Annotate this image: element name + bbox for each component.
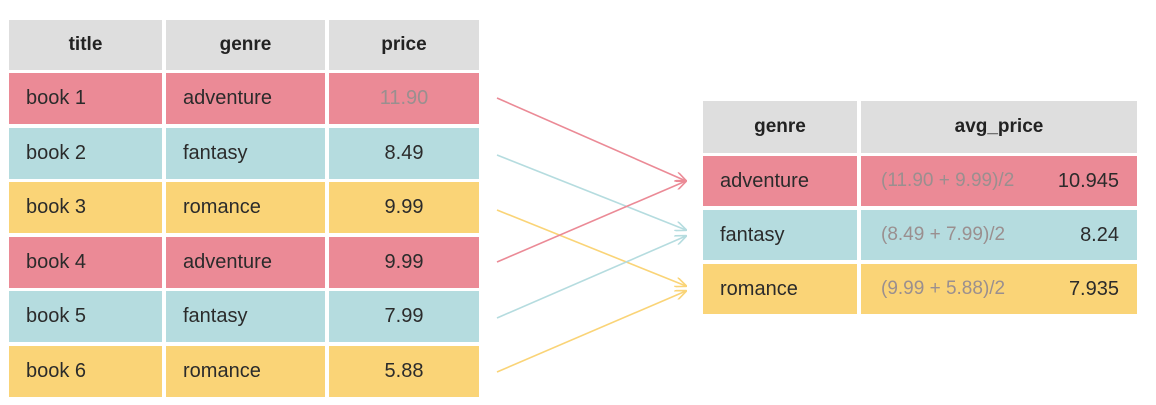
source-cell-price: 5.88: [329, 346, 479, 397]
arrow-book4-adventure: [496, 181, 686, 263]
arrow-book5-fantasy: [496, 236, 686, 319]
header-title: title: [9, 20, 162, 70]
header-price: price: [329, 20, 479, 70]
header-avg-price: avg_price: [861, 101, 1137, 153]
result-cell-genre: romance: [703, 264, 857, 314]
result-cell-genre: fantasy: [703, 210, 857, 260]
source-cell-title: book 4: [9, 237, 162, 288]
avg-expression: (8.49 + 7.99)/2: [881, 224, 1006, 245]
source-cell-genre: fantasy: [166, 291, 325, 342]
source-cell-genre: romance: [166, 182, 325, 233]
header-result-genre: genre: [703, 101, 857, 153]
avg-expression: (9.99 + 5.88)/2: [881, 278, 1006, 299]
source-cell-price: 9.99: [329, 182, 479, 233]
arrow-book1-adventure: [496, 97, 686, 181]
source-cell-title: book 1: [9, 73, 162, 124]
arrow-book2-fantasy: [496, 154, 686, 230]
source-cell-price: 11.90: [329, 73, 479, 124]
result-cell-avg-price: (8.49 + 7.99)/2 8.24: [861, 210, 1137, 260]
source-cell-price: 8.49: [329, 128, 479, 179]
arrow-book3-romance: [496, 209, 686, 286]
source-cell-title: book 2: [9, 128, 162, 179]
avg-expression: (11.90 + 9.99)/2: [881, 170, 1015, 191]
source-cell-genre: adventure: [166, 73, 325, 124]
source-cell-price: 9.99: [329, 237, 479, 288]
source-cell-title: book 5: [9, 291, 162, 342]
header-genre: genre: [166, 20, 325, 70]
source-cell-genre: fantasy: [166, 128, 325, 179]
source-cell-price: 7.99: [329, 291, 479, 342]
arrow-book6-romance: [496, 291, 686, 373]
source-cell-genre: adventure: [166, 237, 325, 288]
source-cell-title: book 3: [9, 182, 162, 233]
avg-value: 7.935: [1068, 277, 1119, 300]
result-cell-genre: adventure: [703, 156, 857, 206]
result-cell-avg-price: (11.90 + 9.99)/2 10.945: [861, 156, 1137, 206]
source-cell-genre: romance: [166, 346, 325, 397]
result-cell-avg-price: (9.99 + 5.88)/2 7.935: [861, 264, 1137, 314]
avg-value: 10.945: [1057, 169, 1119, 192]
avg-value: 8.24: [1080, 223, 1119, 246]
source-cell-title: book 6: [9, 346, 162, 397]
